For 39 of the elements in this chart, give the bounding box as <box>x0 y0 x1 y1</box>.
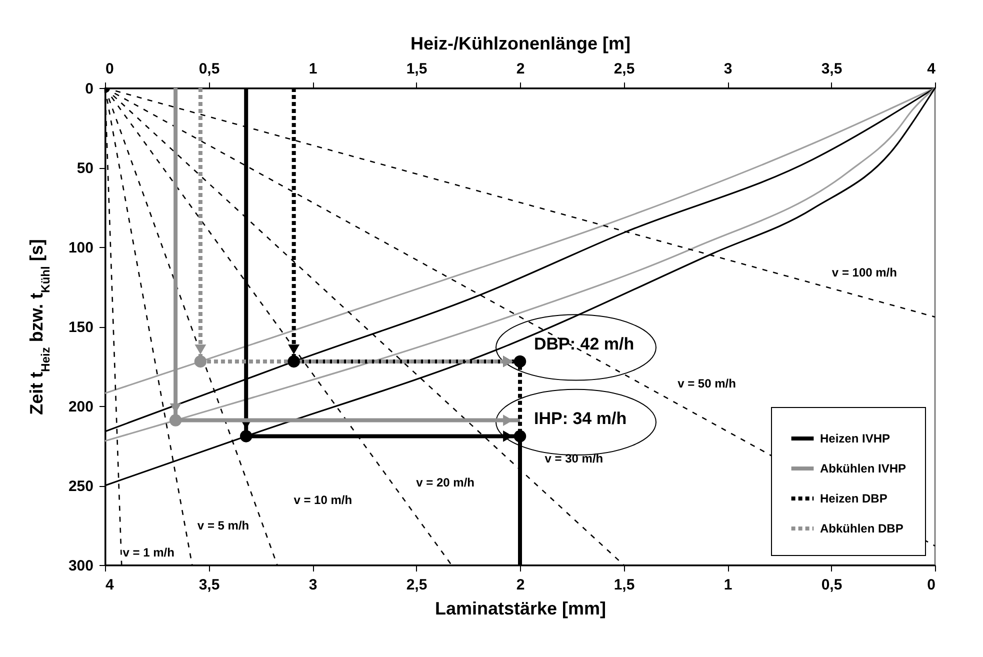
y-tick-label: 0 <box>85 80 94 98</box>
series-label: v = 5 m/h <box>197 518 250 532</box>
x2-tick-label: 2,5 <box>614 60 635 78</box>
legend-label: Abkühlen DBP <box>820 522 904 536</box>
x2-axis-title: Heiz-/Kühlzonenlänge [m] <box>410 34 630 54</box>
x2-tick-label: 3,5 <box>821 60 842 78</box>
series-label: v = 20 m/h <box>416 475 474 490</box>
y-tick-label: 50 <box>76 160 94 177</box>
x2-tick-label: 2 <box>516 60 525 78</box>
legend-label: Heizen DBP <box>820 492 888 506</box>
y-tick-label: 300 <box>68 558 94 574</box>
y-tick-label: 250 <box>68 478 94 495</box>
x-tick-label: 1 <box>724 576 732 594</box>
x-tick-label: 1,5 <box>614 576 635 594</box>
x-tick-label: 2,5 <box>406 576 428 594</box>
x-axis-title: Laminatstärke [mm] <box>434 598 606 618</box>
x-tick-label: 0 <box>927 576 936 594</box>
x2-tick-label: 0 <box>106 60 114 78</box>
x2-tick-label: 1,5 <box>406 60 428 78</box>
annotation: IHP: 34 m/h <box>534 409 627 428</box>
x-tick-label: 0,5 <box>821 576 842 594</box>
x2-tick-label: 3 <box>724 60 732 78</box>
series-label: v = 1 m/h <box>122 545 174 560</box>
x2-tick-label: 1 <box>308 60 318 78</box>
y-tick-label: 200 <box>68 398 94 416</box>
legend-label: Heizen IVHP <box>820 432 890 446</box>
x-tick-label: 3 <box>308 576 318 594</box>
y-tick-label: 150 <box>68 319 94 336</box>
x-tick-label: 3,5 <box>198 576 220 594</box>
series-label: v = 100 m/h <box>832 265 897 280</box>
series-label: v = 50 m/h <box>678 376 736 391</box>
y-tick-label: 100 <box>68 240 94 256</box>
x2-tick-label: 0,5 <box>198 60 220 78</box>
x-tick-label: 2 <box>516 576 525 594</box>
annotation: DBP: 42 m/h <box>534 334 634 354</box>
legend-label: Abkühlen IVHP <box>820 462 906 476</box>
text: v = 10 m/h <box>294 492 352 507</box>
x2-tick-label: 4 <box>927 60 936 78</box>
x-tick-label: 4 <box>106 576 114 594</box>
